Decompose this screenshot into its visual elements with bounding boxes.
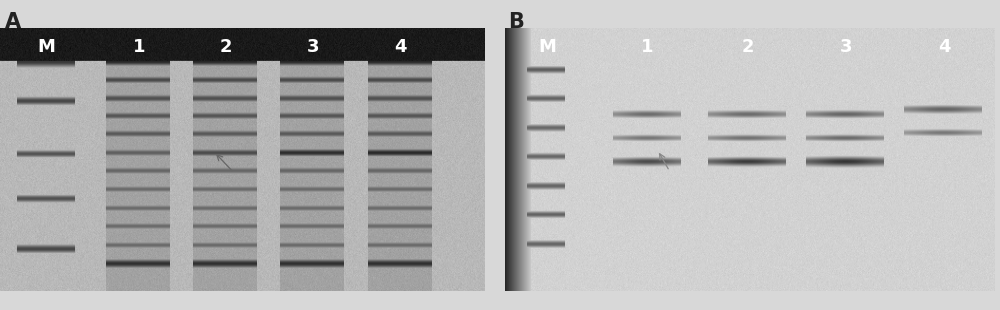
Text: B: B (508, 12, 524, 33)
Text: 3: 3 (307, 38, 320, 56)
Text: 2: 2 (742, 38, 754, 56)
Text: 1: 1 (641, 38, 654, 56)
Text: M: M (38, 38, 56, 56)
Text: 3: 3 (840, 38, 852, 56)
Text: A: A (5, 12, 21, 33)
Text: M: M (538, 38, 556, 56)
Text: 2: 2 (220, 38, 232, 56)
Text: 1: 1 (132, 38, 145, 56)
Text: 4: 4 (394, 38, 407, 56)
Text: 4: 4 (938, 38, 950, 56)
